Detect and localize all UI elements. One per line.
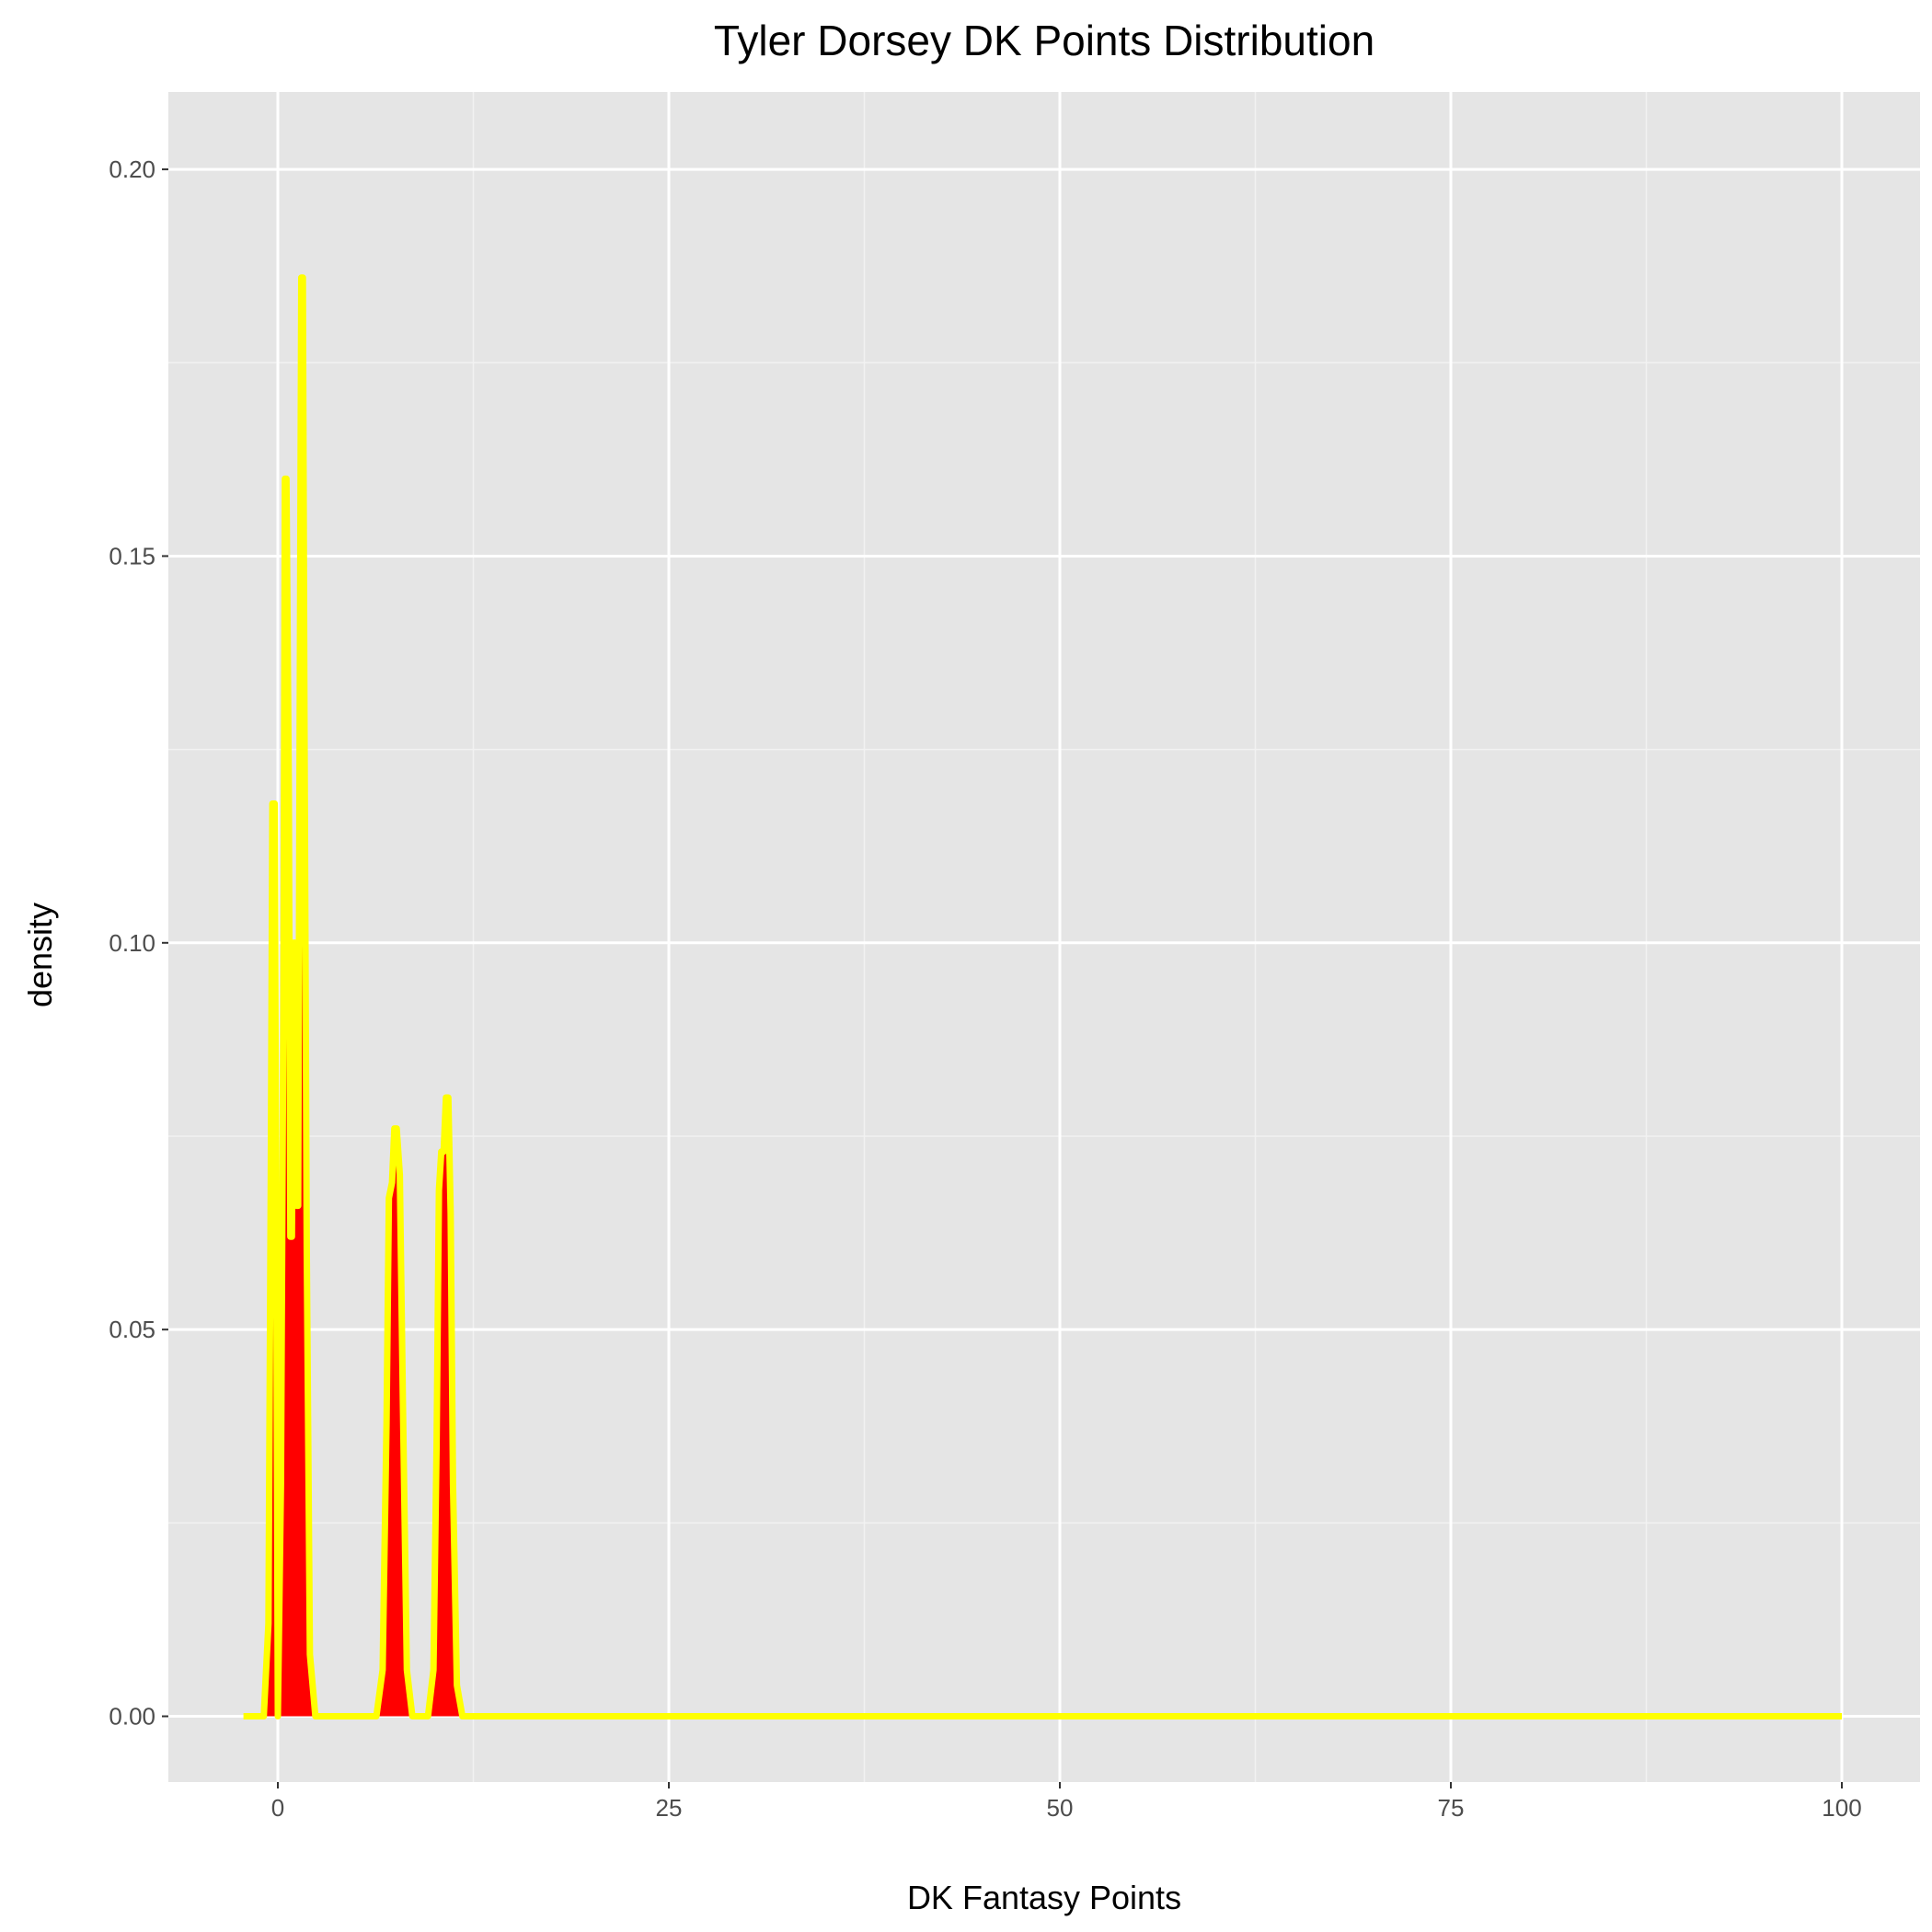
y-tick-label: 0.20 bbox=[109, 155, 155, 183]
x-tick-label: 25 bbox=[656, 1794, 683, 1822]
plot-panel bbox=[168, 92, 1920, 1782]
density-series bbox=[243, 274, 1843, 1720]
chart-title: Tyler Dorsey DK Points Distribution bbox=[714, 17, 1374, 64]
y-tick-label: 0.05 bbox=[109, 1316, 155, 1343]
y-axis-title: density bbox=[21, 903, 59, 1007]
y-axis: 0.00 0.05 0.10 0.15 0.20 bbox=[109, 155, 168, 1731]
x-tick-label: 75 bbox=[1438, 1794, 1465, 1822]
y-tick-label: 0.10 bbox=[109, 929, 155, 957]
density-outline bbox=[243, 274, 1842, 1720]
x-tick-label: 50 bbox=[1047, 1794, 1074, 1822]
x-axis-title: DK Fantasy Points bbox=[907, 1879, 1181, 1916]
y-tick-label: 0.15 bbox=[109, 542, 155, 569]
x-tick-label: 0 bbox=[271, 1794, 284, 1822]
minor-gridlines bbox=[168, 92, 1920, 1782]
y-tick-label: 0.00 bbox=[109, 1703, 155, 1731]
x-tick-label: 100 bbox=[1822, 1794, 1861, 1822]
x-axis: 0 25 50 75 100 bbox=[271, 1782, 1862, 1822]
